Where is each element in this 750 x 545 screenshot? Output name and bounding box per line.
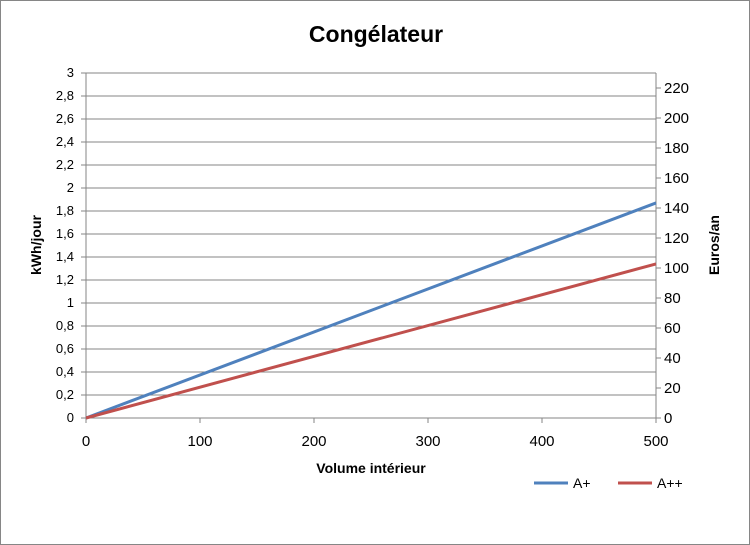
y-tick-label: 0 [67, 410, 74, 425]
y-tick-label: 2,6 [56, 111, 74, 126]
y2-tick-label: 0 [664, 410, 672, 427]
y-tick-label: 2,2 [56, 157, 74, 172]
y2-tick-label: 100 [664, 260, 689, 277]
legend-label-a-plus: A+ [573, 475, 591, 491]
x-tick-label: 100 [187, 433, 212, 450]
y2-tick-label: 160 [664, 170, 689, 187]
y-axis-title: kWh/jour [28, 215, 44, 275]
x-tick-label: 400 [529, 433, 554, 450]
x-tick-label: 200 [301, 433, 326, 450]
x-tick-label: 0 [82, 433, 90, 450]
y-tick-label: 0,2 [56, 387, 74, 402]
y-tick-label: 1 [67, 295, 74, 310]
y2-tick-label: 220 [664, 80, 689, 97]
y-tick-label: 3 [67, 65, 74, 80]
x-tick-label: 500 [643, 433, 668, 450]
y2-tick-label: 40 [664, 350, 681, 367]
y2-tick-label: 80 [664, 290, 681, 307]
chart-title: Congélateur [309, 21, 443, 47]
y2-tick-label: 20 [664, 380, 681, 397]
x-axis-title: Volume intérieur [316, 460, 426, 476]
series-line-ap [85, 201, 657, 420]
y-tick-label: 1,6 [56, 226, 74, 241]
y2-tick-label: 140 [664, 200, 689, 217]
y-tick-label: 0,4 [56, 364, 74, 379]
y2-tick-label: 180 [664, 140, 689, 157]
series-lines [85, 201, 657, 420]
y-tick-label: 2 [67, 180, 74, 195]
y-tick-label: 0,8 [56, 318, 74, 333]
legend: A+ A++ [534, 475, 683, 491]
y2-tick-label: 60 [664, 320, 681, 337]
x-tick-label: 300 [415, 433, 440, 450]
legend-label-a-plus-plus: A++ [657, 475, 683, 491]
y-tick-label: 1,2 [56, 272, 74, 287]
axes [81, 72, 661, 423]
y-tick-label: 2,8 [56, 88, 74, 103]
y2-tick-label: 200 [664, 110, 689, 127]
series-line-app [85, 262, 657, 420]
y2-axis-title: Euros/an [706, 215, 722, 275]
y-tick-label: 1,8 [56, 203, 74, 218]
gridlines [86, 72, 656, 419]
y-tick-label: 0,6 [56, 341, 74, 356]
y-tick-label: 1,4 [56, 249, 74, 264]
tick-labels: 0 0,2 0,4 0,6 0,8 1 1,2 1,4 1,6 1,8 2 2,2 2,4 2,6 2,8 3… [56, 65, 689, 450]
y2-tick-label: 120 [664, 230, 689, 247]
y-tick-label: 2,4 [56, 134, 74, 149]
